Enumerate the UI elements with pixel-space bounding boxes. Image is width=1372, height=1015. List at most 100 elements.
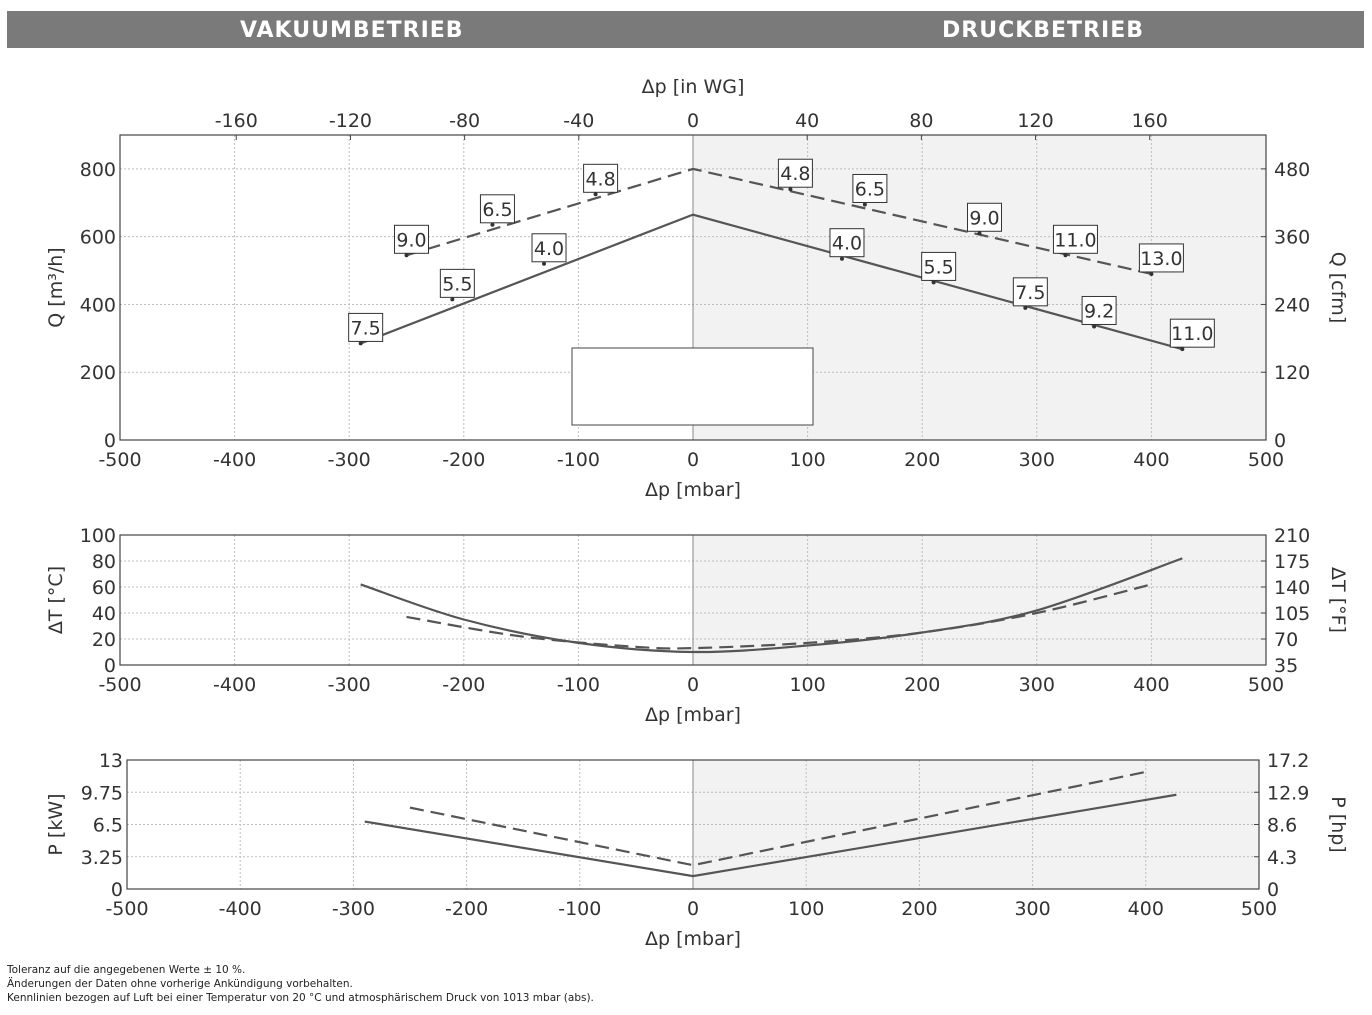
chart1-x2-tick-label: -160 <box>215 110 258 132</box>
header-banner: VAKUUMBETRIEB DRUCKBETRIEB <box>7 11 1364 48</box>
chart3-y-tick-label: 3.25 <box>81 847 123 869</box>
chart2-y2-tick-label: 105 <box>1274 603 1310 625</box>
chart1-x2-tick-label: -80 <box>449 110 480 132</box>
chart1-x-tick-label: -500 <box>98 449 141 471</box>
chart1-data-label: 11.0 <box>1054 229 1096 251</box>
chart2-series-solid-line <box>360 557 1183 654</box>
chart2-y-axis-label: ΔT [°C] <box>45 566 67 634</box>
chart1-data-label: 5.5 <box>924 256 954 278</box>
chart3-series-solid-line <box>364 793 1177 878</box>
chart2-y2-tick-label: 210 <box>1274 525 1310 547</box>
chart1-y2-tick-label: 480 <box>1274 159 1310 181</box>
chart1-point-marker <box>1180 347 1185 352</box>
chart1-frame <box>119 134 1267 441</box>
chart1-x-tick-label: 400 <box>1133 449 1169 471</box>
chart3-x-tick-label: -500 <box>105 898 148 920</box>
chart1-x2-tick-label: 40 <box>795 110 819 132</box>
chart3-x-tick-label: 500 <box>1241 898 1277 920</box>
chart1-y2-tick-label: 240 <box>1274 294 1310 316</box>
chart2-x-tick-label: 0 <box>687 674 699 696</box>
chart1-x-tick-label: -300 <box>328 449 371 471</box>
chart1-data-label: 9.0 <box>396 229 426 251</box>
chart2-x-tick-label: -200 <box>442 674 485 696</box>
chart2-y-tick-label: 80 <box>92 551 116 573</box>
chart2-y2-tick-label: 70 <box>1274 629 1298 651</box>
chart1-data-label: 4.8 <box>585 168 615 190</box>
chart3-x-tick-label: 200 <box>901 898 937 920</box>
chart1-data-label: 4.0 <box>832 233 862 255</box>
chart3-y2-axis-label: P [hp] <box>1327 796 1349 852</box>
chart3-y2-tick-label: 8.6 <box>1267 815 1297 837</box>
chart3-y2-tick-label: 0 <box>1267 879 1279 901</box>
chart2-x-tick-label: 400 <box>1133 674 1169 696</box>
chart1-point-marker <box>839 256 844 261</box>
chart1-y2-axis-label: Q [cfm] <box>1327 252 1349 323</box>
chart1-data-label-box <box>348 312 384 342</box>
chart3-y-tick-label: 9.75 <box>81 782 123 804</box>
chart1-x-tick-label: 300 <box>1019 449 1055 471</box>
chart3-x-tick-label: 400 <box>1128 898 1164 920</box>
chart1-point-marker <box>788 187 793 192</box>
chart2-y2-tick-label: 35 <box>1274 655 1298 677</box>
chart1-point-marker <box>1063 253 1068 258</box>
chart1-data-label: 13.0 <box>1140 248 1182 270</box>
chart3-x-tick-label: -400 <box>219 898 262 920</box>
chart1-data-label-box <box>829 228 865 258</box>
chart2-x-tick-label: -300 <box>328 674 371 696</box>
chart1-x-tick-label: -200 <box>442 449 485 471</box>
chart1-x2-tick-label: 120 <box>1017 110 1053 132</box>
chart3-frame <box>126 759 1260 890</box>
chart1-data-label: 7.5 <box>1015 282 1045 304</box>
chart1-x-tick-label: 100 <box>789 449 825 471</box>
chart1-y2-tick-label: 0 <box>1274 430 1286 452</box>
chart1-data-label-box <box>583 163 619 193</box>
footnote-changes: Änderungen der Daten ohne vorherige Ankü… <box>7 978 353 990</box>
chart1-data-label-box <box>1052 224 1098 254</box>
chart1-x-axis-label: Δp [mbar] <box>645 479 741 501</box>
chart2-x-tick-label: 200 <box>904 674 940 696</box>
chart1-x2-tick-label: 160 <box>1132 110 1168 132</box>
chart1-data-label: 6.5 <box>482 199 512 221</box>
chart2-y2-tick-label: 140 <box>1274 577 1310 599</box>
chart1-data-label: 4.0 <box>534 238 564 260</box>
chart2-y-tick-label: 0 <box>104 655 116 677</box>
chart1-point-marker <box>593 192 598 197</box>
chart1-point-marker <box>862 202 867 207</box>
chart1-data-label: 7.5 <box>351 317 381 339</box>
chart3-x-tick-label: -200 <box>445 898 488 920</box>
chart3-y-tick-label: 0 <box>111 879 123 901</box>
chart1-x-tick-label: -400 <box>213 449 256 471</box>
chart3-x-tick-label: 100 <box>788 898 824 920</box>
chart1-data-label-box <box>967 202 1002 232</box>
chart1-point-marker <box>931 280 936 285</box>
chart3-y-axis-label: P [kW] <box>45 793 67 855</box>
chart1-x2-tick-label: -120 <box>329 110 372 132</box>
chart2-y2-tick-label: 175 <box>1274 551 1310 573</box>
chart3-x-tick-label: -100 <box>558 898 601 920</box>
chart2-y-tick-label: 60 <box>92 577 116 599</box>
pressure-mode-label: DRUCKBETRIEB <box>942 18 1144 43</box>
chart2-y-tick-label: 20 <box>92 629 116 651</box>
chart1-point-marker <box>358 341 363 346</box>
chart1-x-tick-label: -100 <box>557 449 600 471</box>
chart1-x2-tick-label: -40 <box>563 110 594 132</box>
chart3-y-tick-label: 6.5 <box>93 815 123 837</box>
chart1-point-marker <box>490 222 495 227</box>
chart1-point-marker <box>404 253 409 258</box>
chart1-data-label-box <box>439 268 475 298</box>
chart1-point-marker <box>542 261 547 266</box>
chart1-x-tick-label: 200 <box>904 449 940 471</box>
chart3-y2-tick-label: 12.9 <box>1267 782 1309 804</box>
chart1-data-label: 9.2 <box>1084 300 1114 322</box>
footnote-conditions: Kennlinien bezogen auf Luft bei einer Te… <box>7 992 594 1004</box>
chart1-y2-tick-label: 360 <box>1274 227 1310 249</box>
chart2-x-tick-label: -100 <box>557 674 600 696</box>
chart1-point-marker <box>1092 324 1097 329</box>
chart2-bg-pressure <box>693 535 1266 665</box>
chart1-point-marker <box>1023 305 1028 310</box>
chart3-bg-vacuum <box>127 760 693 889</box>
chart1-y-tick-label: 600 <box>80 227 116 249</box>
chart1-y-tick-label: 200 <box>80 362 116 384</box>
chart3-x-tick-label: 300 <box>1014 898 1050 920</box>
chart1-y-tick-label: 400 <box>80 294 116 316</box>
